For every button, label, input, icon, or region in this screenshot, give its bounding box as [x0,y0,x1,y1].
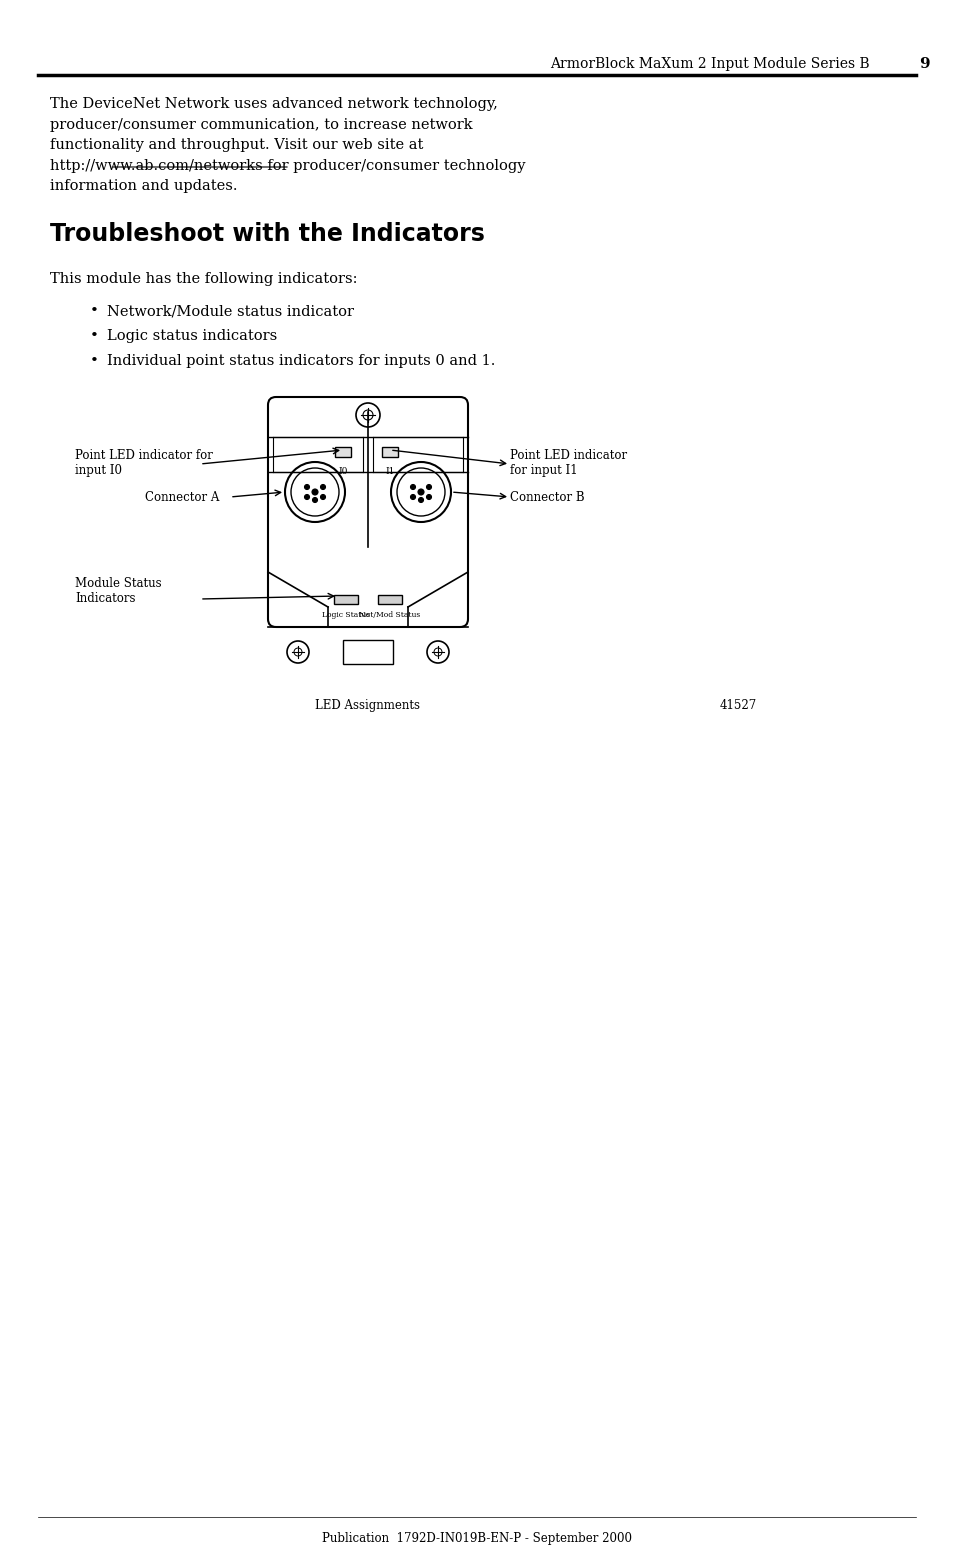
Text: This module has the following indicators:: This module has the following indicators… [50,272,357,286]
Circle shape [410,484,416,489]
Text: Connector A: Connector A [145,490,219,503]
Bar [335,447,351,458]
Circle shape [427,641,449,663]
Text: 9: 9 [919,58,929,72]
Circle shape [320,484,325,489]
Circle shape [363,409,373,420]
Circle shape [285,462,345,522]
Text: Point LED indicator
for input I1: Point LED indicator for input I1 [510,448,626,476]
Text: 41527: 41527 [720,699,757,712]
Bar [377,595,401,604]
Text: ArmorBlock MaXum 2 Input Module Series B: ArmorBlock MaXum 2 Input Module Series B [550,58,869,72]
Circle shape [294,648,302,655]
FancyBboxPatch shape [268,397,468,627]
Circle shape [304,484,309,489]
Text: I0: I0 [338,467,347,476]
Text: Point LED indicator for
input I0: Point LED indicator for input I0 [75,448,213,476]
Text: •: • [90,353,99,367]
Circle shape [410,495,416,500]
Text: Net/Mod Status: Net/Mod Status [359,610,420,620]
Circle shape [426,495,431,500]
Text: Logic status indicators: Logic status indicators [107,329,277,343]
Text: Logic Status: Logic Status [321,610,370,620]
Text: LED Assignments: LED Assignments [315,699,420,712]
Circle shape [391,462,451,522]
Text: I1: I1 [385,467,395,476]
Bar [343,640,393,663]
Circle shape [396,469,444,515]
Bar [334,595,357,604]
Text: Troubleshoot with the Indicators: Troubleshoot with the Indicators [50,223,484,246]
Circle shape [312,489,317,495]
Circle shape [426,484,431,489]
Circle shape [434,648,441,655]
Text: Connector B: Connector B [510,490,584,503]
Text: Publication  1792D-IN019B-EN-P - September 2000: Publication 1792D-IN019B-EN-P - Septembe… [322,1532,631,1545]
Circle shape [287,641,309,663]
Circle shape [291,469,338,515]
Text: Individual point status indicators for inputs 0 and 1.: Individual point status indicators for i… [107,353,495,367]
Circle shape [355,403,379,427]
Bar [381,447,397,458]
Circle shape [320,495,325,500]
Circle shape [313,498,317,503]
Text: The DeviceNet Network uses advanced network technology,
producer/consumer commun: The DeviceNet Network uses advanced netw… [50,97,525,193]
Text: Module Status
Indicators: Module Status Indicators [75,578,161,606]
Text: •: • [90,304,99,318]
Circle shape [417,489,423,495]
Circle shape [418,498,423,503]
Circle shape [304,495,309,500]
Text: Network/Module status indicator: Network/Module status indicator [107,304,354,318]
Text: •: • [90,329,99,343]
